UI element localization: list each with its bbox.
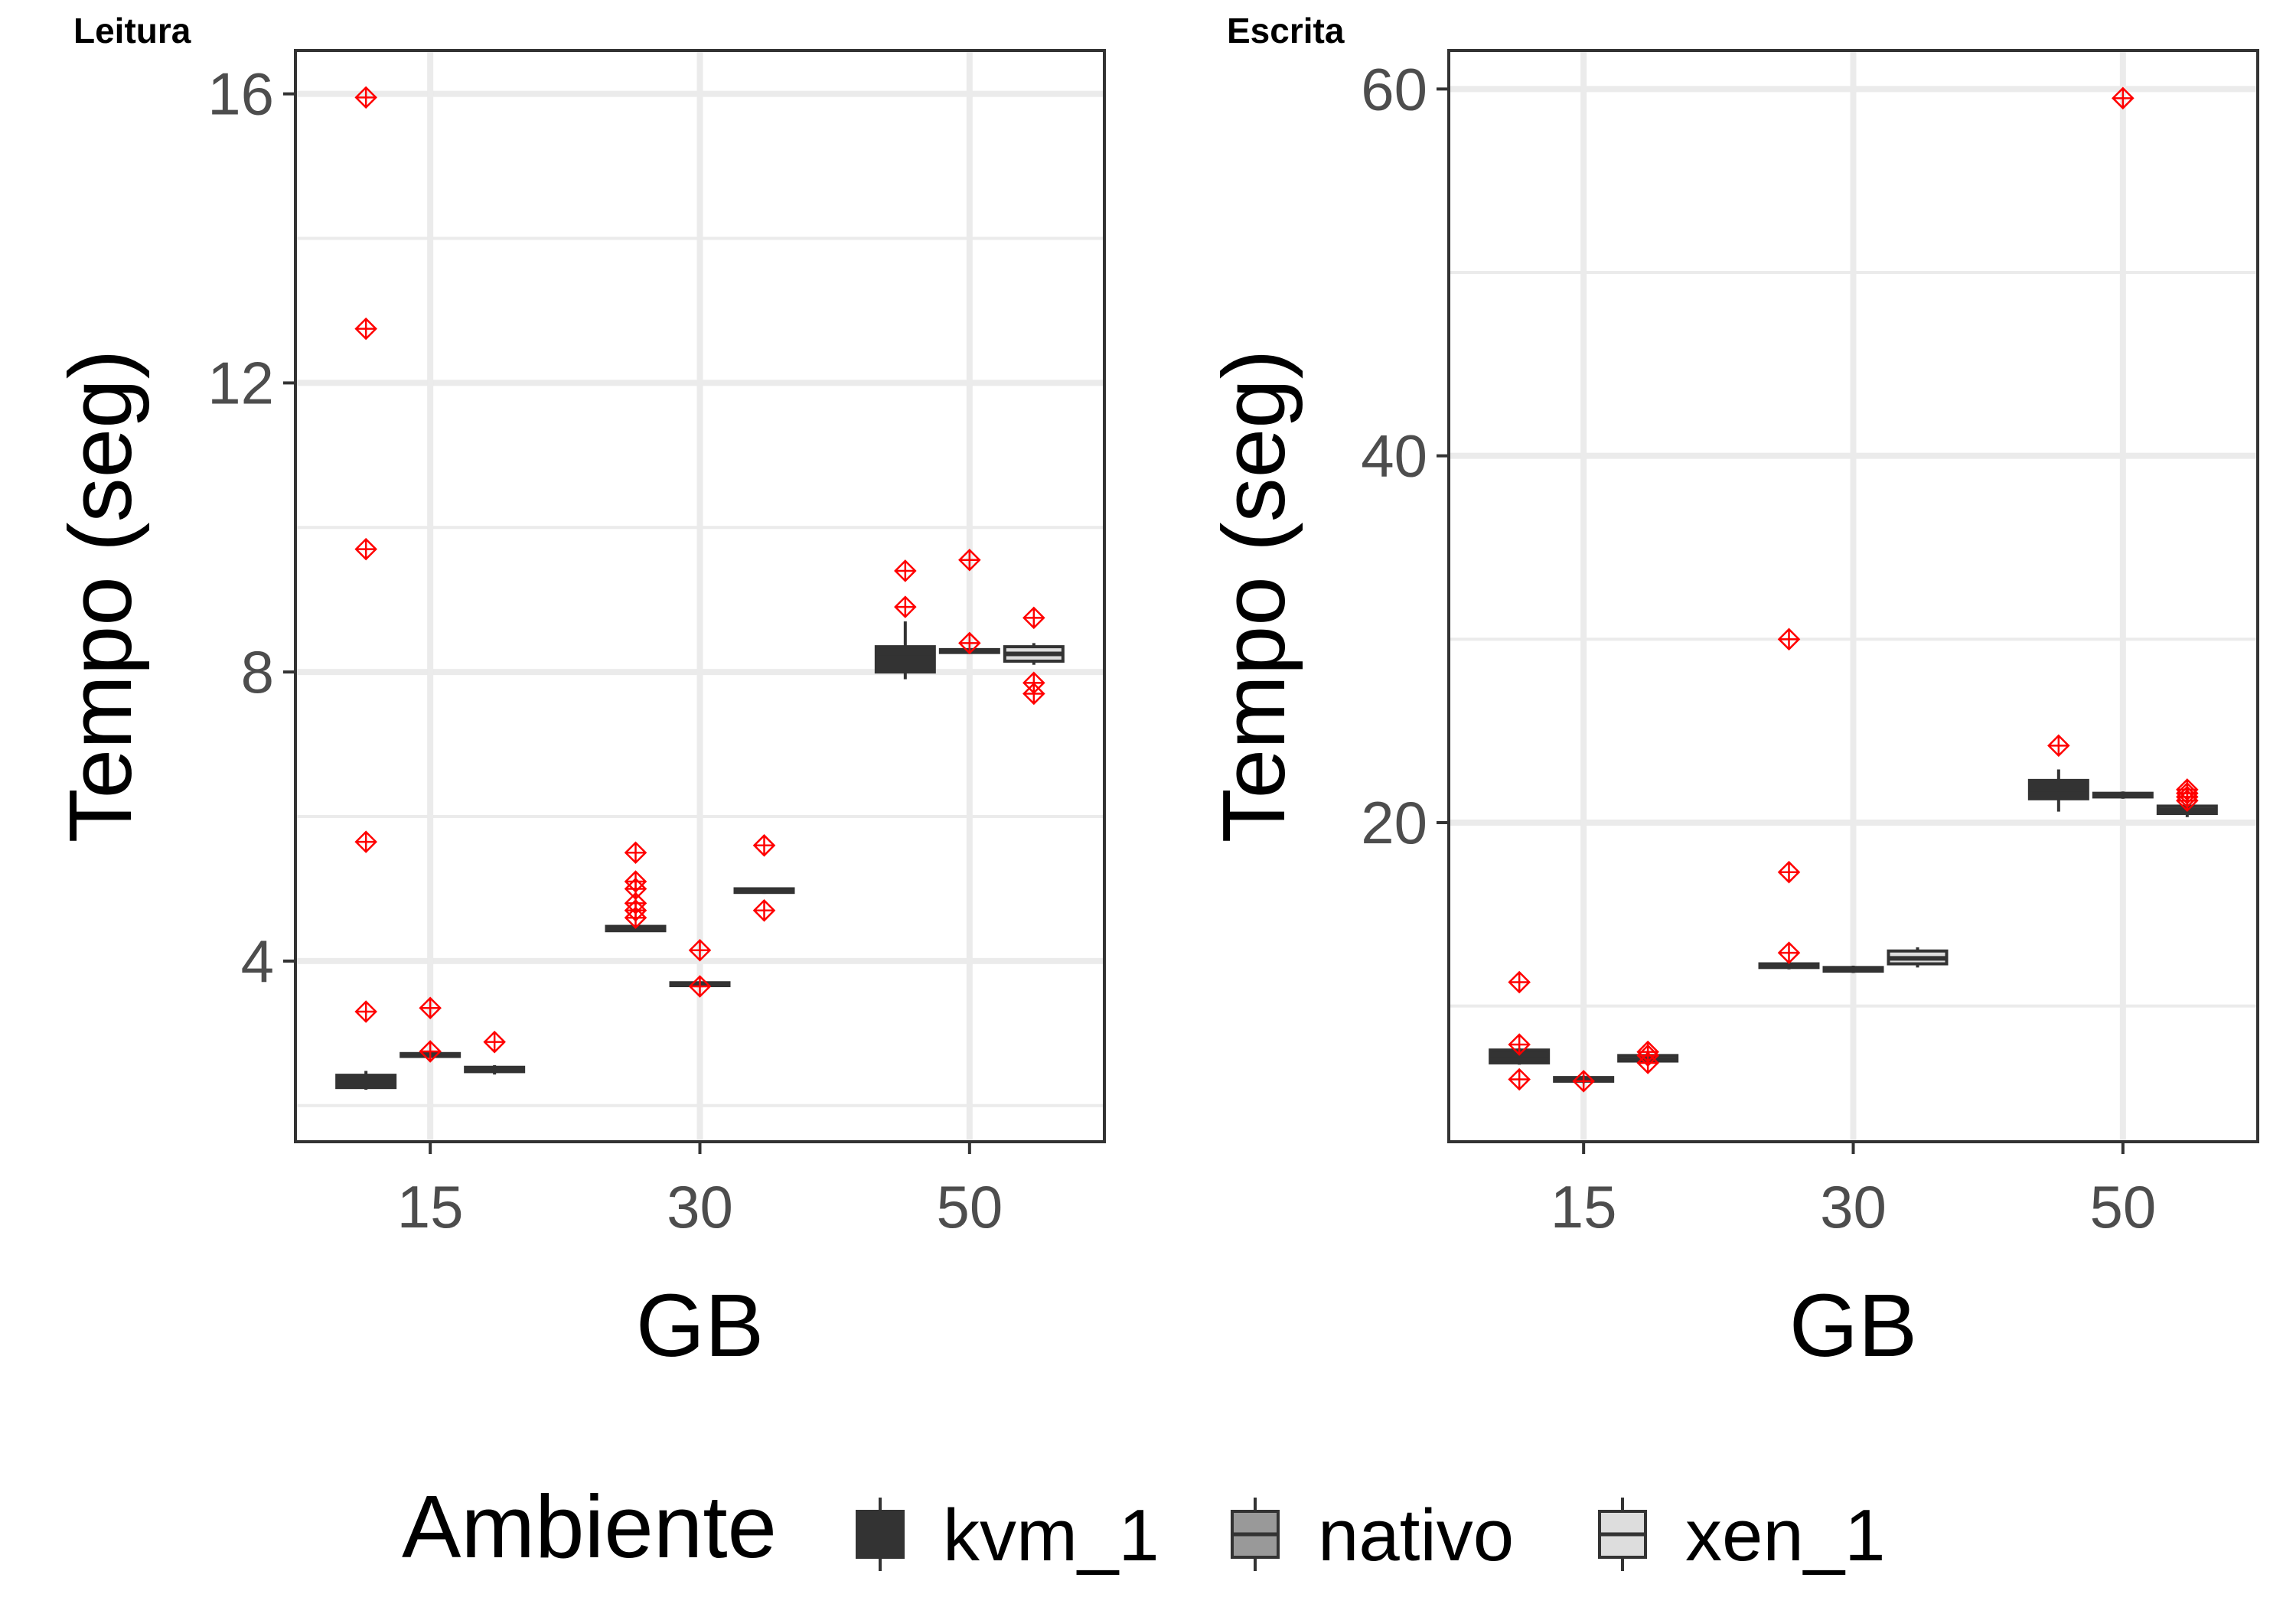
outlier-point xyxy=(354,830,377,853)
legend: Ambiente kvm_1 nativo xen_1 xyxy=(402,1477,1886,1576)
y-tick-label: 40 xyxy=(1361,422,1427,490)
y-tick-label: 12 xyxy=(207,349,274,416)
outlier-point xyxy=(1777,941,1801,964)
box-nativo-15 xyxy=(1553,1070,1615,1093)
legend-key xyxy=(856,1498,905,1571)
box-xen_1-50 xyxy=(2156,778,2218,817)
x-tick-label: 50 xyxy=(2089,1173,2156,1240)
outlier-point xyxy=(894,559,917,582)
panel-title: Escrita xyxy=(1227,11,1345,51)
outlier-point xyxy=(1572,1070,1595,1093)
y-tick-label: 4 xyxy=(241,927,274,995)
box-nativo-50 xyxy=(938,549,1000,655)
outlier-point xyxy=(1022,682,1045,706)
panels: 4 8 12 16 15 30 50 GB Tempo (seg) Leitura 20 40 60 15… xyxy=(51,11,2259,1375)
outlier-point xyxy=(958,631,981,655)
outlier-point xyxy=(1777,860,1801,884)
outlier-point xyxy=(419,996,442,1020)
box-xen_1-15 xyxy=(1617,1040,1679,1074)
legend-key xyxy=(1231,1498,1280,1571)
outlier-point xyxy=(354,537,377,561)
legend-label: xen_1 xyxy=(1685,1495,1886,1576)
y-tick-label: 20 xyxy=(1361,789,1427,856)
legend-title: Ambiente xyxy=(402,1477,777,1576)
legend-item-nativo: nativo xyxy=(1231,1495,1514,1576)
outlier-point xyxy=(688,938,712,962)
box-nativo-30 xyxy=(1822,965,1884,973)
box-xen_1-30 xyxy=(1887,947,1949,968)
outlier-point xyxy=(752,899,776,922)
x-axis-title: GB xyxy=(636,1276,765,1375)
box-nativo-15 xyxy=(400,996,461,1063)
y-tick-label: 8 xyxy=(241,638,274,706)
outlier-point xyxy=(354,1000,377,1023)
outlier-point xyxy=(1508,970,1531,994)
legend-items: kvm_1 nativo xen_1 xyxy=(856,1495,1886,1576)
x-tick-label: 15 xyxy=(1551,1173,1617,1240)
legend-item-xen_1: xen_1 xyxy=(1598,1495,1886,1576)
chart-panel-0: 4 8 12 16 15 30 50 GB Tempo (seg) Leitura xyxy=(51,11,1106,1375)
y-axis-title: Tempo (seg) xyxy=(51,350,150,843)
outlier-point xyxy=(2112,86,2135,110)
x-tick-label: 15 xyxy=(397,1173,464,1240)
outlier-point xyxy=(688,975,712,998)
box-xen_1-30 xyxy=(733,834,795,922)
y-tick-label: 16 xyxy=(207,60,274,128)
outlier-point xyxy=(1508,1068,1531,1091)
outlier-point xyxy=(483,1030,506,1054)
outlier-point xyxy=(752,834,776,857)
outlier-point xyxy=(1777,627,1801,651)
box-kvm_1-50 xyxy=(2027,734,2089,812)
box-nativo-50 xyxy=(2092,86,2154,799)
box-kvm_1-15 xyxy=(335,86,397,1090)
outlier-point xyxy=(894,595,917,618)
box-kvm_1-15 xyxy=(1489,970,1551,1091)
box-kvm_1-30 xyxy=(1758,627,1820,970)
legend-key xyxy=(1598,1498,1647,1571)
x-axis-title: GB xyxy=(1789,1276,1918,1375)
box-xen_1-50 xyxy=(1003,606,1065,706)
box-nativo-30 xyxy=(669,938,731,998)
outlier-point xyxy=(2047,734,2070,758)
legend-item-kvm_1: kvm_1 xyxy=(856,1495,1159,1576)
x-tick-label: 30 xyxy=(1820,1173,1887,1240)
box-kvm_1-50 xyxy=(874,559,936,680)
outlier-point xyxy=(1508,1033,1531,1056)
outlier-point xyxy=(2176,789,2199,812)
outlier-point xyxy=(624,906,647,930)
outlier-point xyxy=(354,317,377,341)
x-tick-label: 50 xyxy=(936,1173,1003,1240)
outlier-point xyxy=(1636,1051,1659,1074)
box-kvm_1-30 xyxy=(605,841,667,933)
legend-label: kvm_1 xyxy=(943,1495,1159,1576)
outlier-point xyxy=(354,86,377,109)
box-xen_1-15 xyxy=(464,1030,526,1075)
outlier-point xyxy=(624,841,647,865)
outlier-point xyxy=(958,549,981,572)
y-axis-title: Tempo (seg) xyxy=(1204,350,1303,843)
outlier-point xyxy=(419,1040,442,1063)
x-tick-label: 30 xyxy=(667,1173,733,1240)
panel-title: Leitura xyxy=(73,11,191,51)
legend-label: nativo xyxy=(1318,1495,1514,1576)
chart-panel-1: 20 40 60 15 30 50 GB Tempo (seg) Escrita xyxy=(1204,11,2259,1375)
outlier-point xyxy=(1022,606,1045,630)
y-tick-label: 60 xyxy=(1361,55,1427,122)
